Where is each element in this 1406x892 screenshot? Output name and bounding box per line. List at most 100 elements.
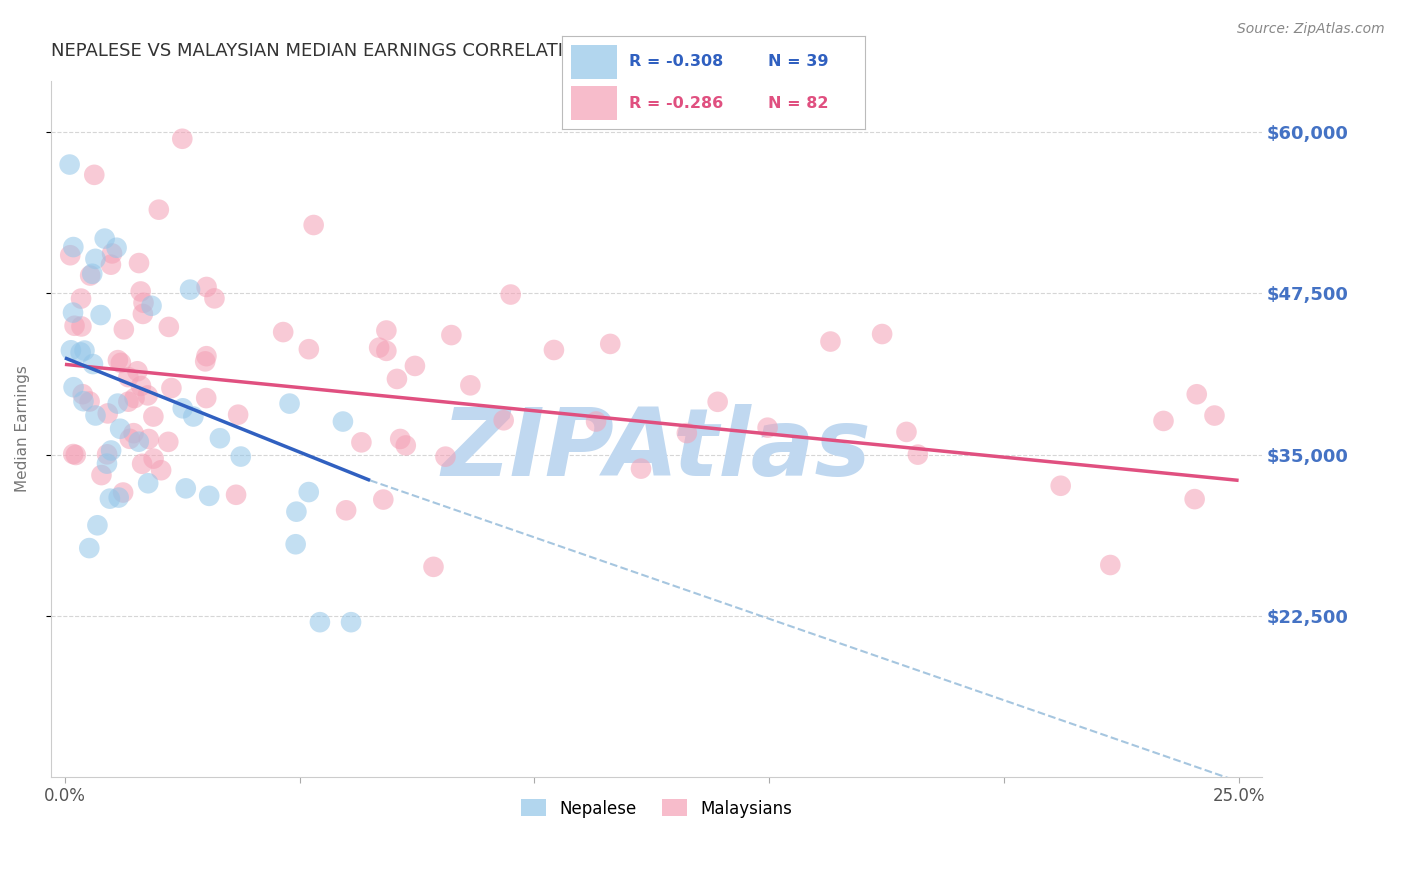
- Nepalese: [298, 485, 321, 500]
- Malaysians: [129, 379, 152, 393]
- Nepalese: [332, 415, 354, 429]
- Malaysians: [90, 468, 112, 483]
- Malaysians: [389, 432, 412, 446]
- Malaysians: [440, 328, 463, 343]
- Nepalese: [59, 343, 82, 358]
- Nepalese: [90, 308, 112, 322]
- Malaysians: [127, 364, 149, 378]
- Nepalese: [93, 231, 115, 245]
- Nepalese: [84, 252, 107, 266]
- Malaysians: [543, 343, 565, 357]
- Malaysians: [160, 381, 183, 395]
- Malaysians: [96, 447, 118, 461]
- Malaysians: [117, 370, 139, 384]
- Bar: [571, 45, 617, 78]
- Nepalese: [128, 434, 150, 449]
- Malaysians: [706, 394, 728, 409]
- Malaysians: [112, 322, 135, 336]
- Nepalese: [59, 157, 82, 171]
- Nepalese: [198, 489, 221, 503]
- Malaysians: [395, 438, 418, 452]
- Nepalese: [105, 241, 128, 255]
- Bar: [571, 87, 617, 120]
- Malaysians: [83, 168, 105, 182]
- Malaysians: [204, 291, 226, 305]
- Malaysians: [118, 432, 141, 446]
- Nepalese: [309, 615, 332, 630]
- Malaysians: [1185, 387, 1208, 401]
- Nepalese: [285, 505, 308, 519]
- Malaysians: [110, 356, 132, 370]
- Malaysians: [375, 343, 398, 358]
- Nepalese: [340, 615, 363, 630]
- Text: NEPALESE VS MALAYSIAN MEDIAN EARNINGS CORRELATION CHART: NEPALESE VS MALAYSIAN MEDIAN EARNINGS CO…: [51, 42, 657, 60]
- Malaysians: [157, 319, 180, 334]
- Malaysians: [350, 435, 373, 450]
- Malaysians: [492, 413, 515, 427]
- Malaysians: [630, 461, 652, 475]
- Malaysians: [138, 432, 160, 446]
- Malaysians: [225, 488, 247, 502]
- Malaysians: [101, 246, 124, 260]
- Malaysians: [59, 248, 82, 262]
- Malaysians: [148, 202, 170, 217]
- Nepalese: [62, 240, 84, 254]
- Malaysians: [195, 391, 218, 405]
- Malaysians: [157, 434, 180, 449]
- Nepalese: [183, 409, 205, 424]
- Nepalese: [100, 443, 122, 458]
- Malaysians: [107, 353, 129, 368]
- Malaysians: [907, 448, 929, 462]
- Legend: Nepalese, Malaysians: Nepalese, Malaysians: [515, 793, 799, 824]
- Malaysians: [132, 307, 155, 321]
- Nepalese: [208, 431, 231, 445]
- Nepalese: [79, 541, 101, 555]
- Text: R = -0.286: R = -0.286: [628, 95, 723, 111]
- Malaysians: [756, 420, 779, 434]
- Malaysians: [122, 426, 145, 441]
- Malaysians: [136, 388, 159, 402]
- Nepalese: [98, 491, 121, 506]
- Nepalese: [62, 380, 84, 394]
- Malaysians: [63, 318, 86, 333]
- Malaysians: [1153, 414, 1175, 428]
- Malaysians: [499, 287, 522, 301]
- Malaysians: [65, 448, 87, 462]
- Malaysians: [271, 325, 294, 339]
- Nepalese: [136, 476, 159, 491]
- Text: R = -0.308: R = -0.308: [628, 54, 723, 70]
- Malaysians: [195, 280, 218, 294]
- Nepalese: [96, 457, 118, 471]
- Malaysians: [298, 342, 321, 356]
- Malaysians: [142, 451, 165, 466]
- Malaysians: [150, 463, 173, 477]
- Nepalese: [108, 422, 131, 436]
- Malaysians: [97, 406, 120, 420]
- Nepalese: [172, 401, 194, 416]
- Malaysians: [870, 326, 893, 341]
- Malaysians: [124, 391, 146, 405]
- Malaysians: [1099, 558, 1122, 572]
- Nepalese: [72, 394, 94, 409]
- Y-axis label: Median Earnings: Median Earnings: [15, 366, 30, 492]
- Malaysians: [422, 559, 444, 574]
- Malaysians: [1184, 492, 1206, 507]
- Malaysians: [676, 426, 699, 441]
- Malaysians: [434, 450, 457, 464]
- Malaysians: [72, 387, 94, 401]
- Malaysians: [1049, 479, 1071, 493]
- Malaysians: [117, 394, 139, 409]
- Malaysians: [79, 268, 101, 283]
- Malaysians: [820, 334, 842, 349]
- Text: N = 82: N = 82: [768, 95, 828, 111]
- Malaysians: [70, 292, 93, 306]
- Malaysians: [585, 415, 607, 429]
- Malaysians: [226, 408, 249, 422]
- Nepalese: [73, 343, 96, 358]
- Nepalese: [229, 450, 252, 464]
- Malaysians: [131, 457, 153, 471]
- Malaysians: [302, 218, 325, 232]
- Malaysians: [599, 337, 621, 351]
- Nepalese: [107, 491, 129, 505]
- Malaysians: [368, 341, 391, 355]
